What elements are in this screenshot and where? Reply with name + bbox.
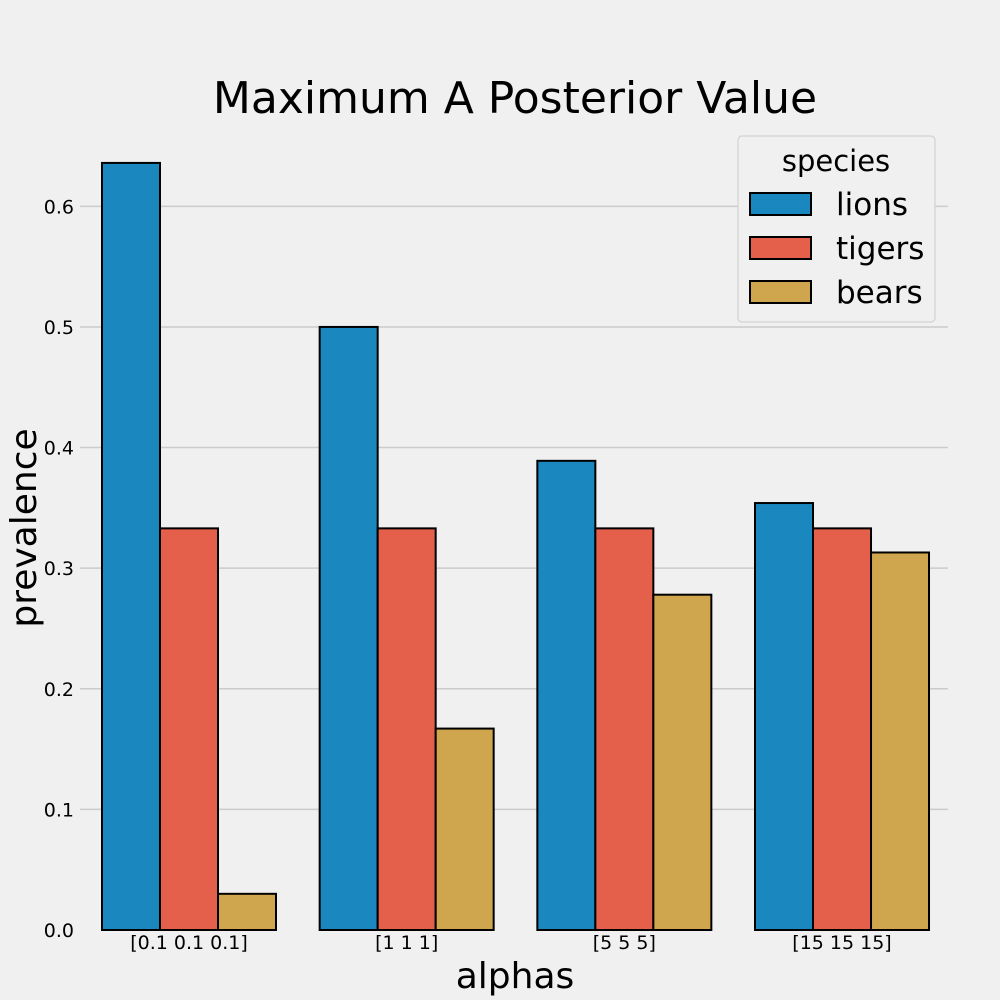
x-axis-label: alphas — [456, 956, 575, 997]
y-tick-label: 0.2 — [44, 679, 74, 701]
legend: species lions tigers bears — [737, 135, 936, 323]
bars — [101, 161, 931, 932]
legend-swatch-lions — [749, 192, 812, 216]
bar-lions — [101, 161, 161, 932]
legend-label-bears: bears — [836, 275, 923, 311]
legend-swatch-tigers — [749, 236, 812, 260]
bar-bears — [870, 551, 931, 931]
chart-title: Maximum A Posterior Value — [213, 73, 817, 124]
legend-swatch-bears — [749, 280, 812, 304]
y-tick-label: 0.4 — [44, 438, 74, 460]
legend-title: species — [782, 144, 890, 178]
x-tick-label: [0.1 0.1 0.1] — [130, 932, 248, 954]
bar-lions — [318, 325, 379, 931]
legend-box — [737, 135, 936, 323]
bar-tigers — [159, 527, 219, 931]
bar-lions — [536, 459, 597, 931]
x-tick-label: [1 1 1] — [375, 932, 438, 954]
legend-label-lions: lions — [836, 187, 908, 223]
y-tick-label: 0.3 — [44, 558, 74, 580]
x-tick-label: [5 5 5] — [593, 932, 656, 954]
y-tick-label: 0.6 — [44, 196, 74, 218]
x-tick-label: [15 15 15] — [792, 932, 891, 954]
y-tick-label: 0.1 — [44, 799, 74, 821]
bar-bears — [652, 593, 713, 931]
bar-lions — [754, 502, 815, 931]
bar-bears — [434, 727, 495, 931]
y-axis-label: prevalence — [4, 428, 45, 627]
y-tick-label: 0.0 — [44, 920, 74, 942]
legend-label-tigers: tigers — [836, 231, 924, 267]
bar-tigers — [376, 527, 437, 931]
bar-tigers — [812, 527, 873, 931]
bar-tigers — [594, 527, 655, 931]
y-tick-label: 0.5 — [44, 317, 74, 339]
y-tick-labels: 0.0 0.1 0.2 0.3 0.4 0.5 0.6 — [44, 196, 74, 942]
x-tick-labels: [0.1 0.1 0.1] [1 1 1] [5 5 5] [15 15 15] — [130, 932, 892, 954]
bar-bears — [217, 892, 277, 931]
